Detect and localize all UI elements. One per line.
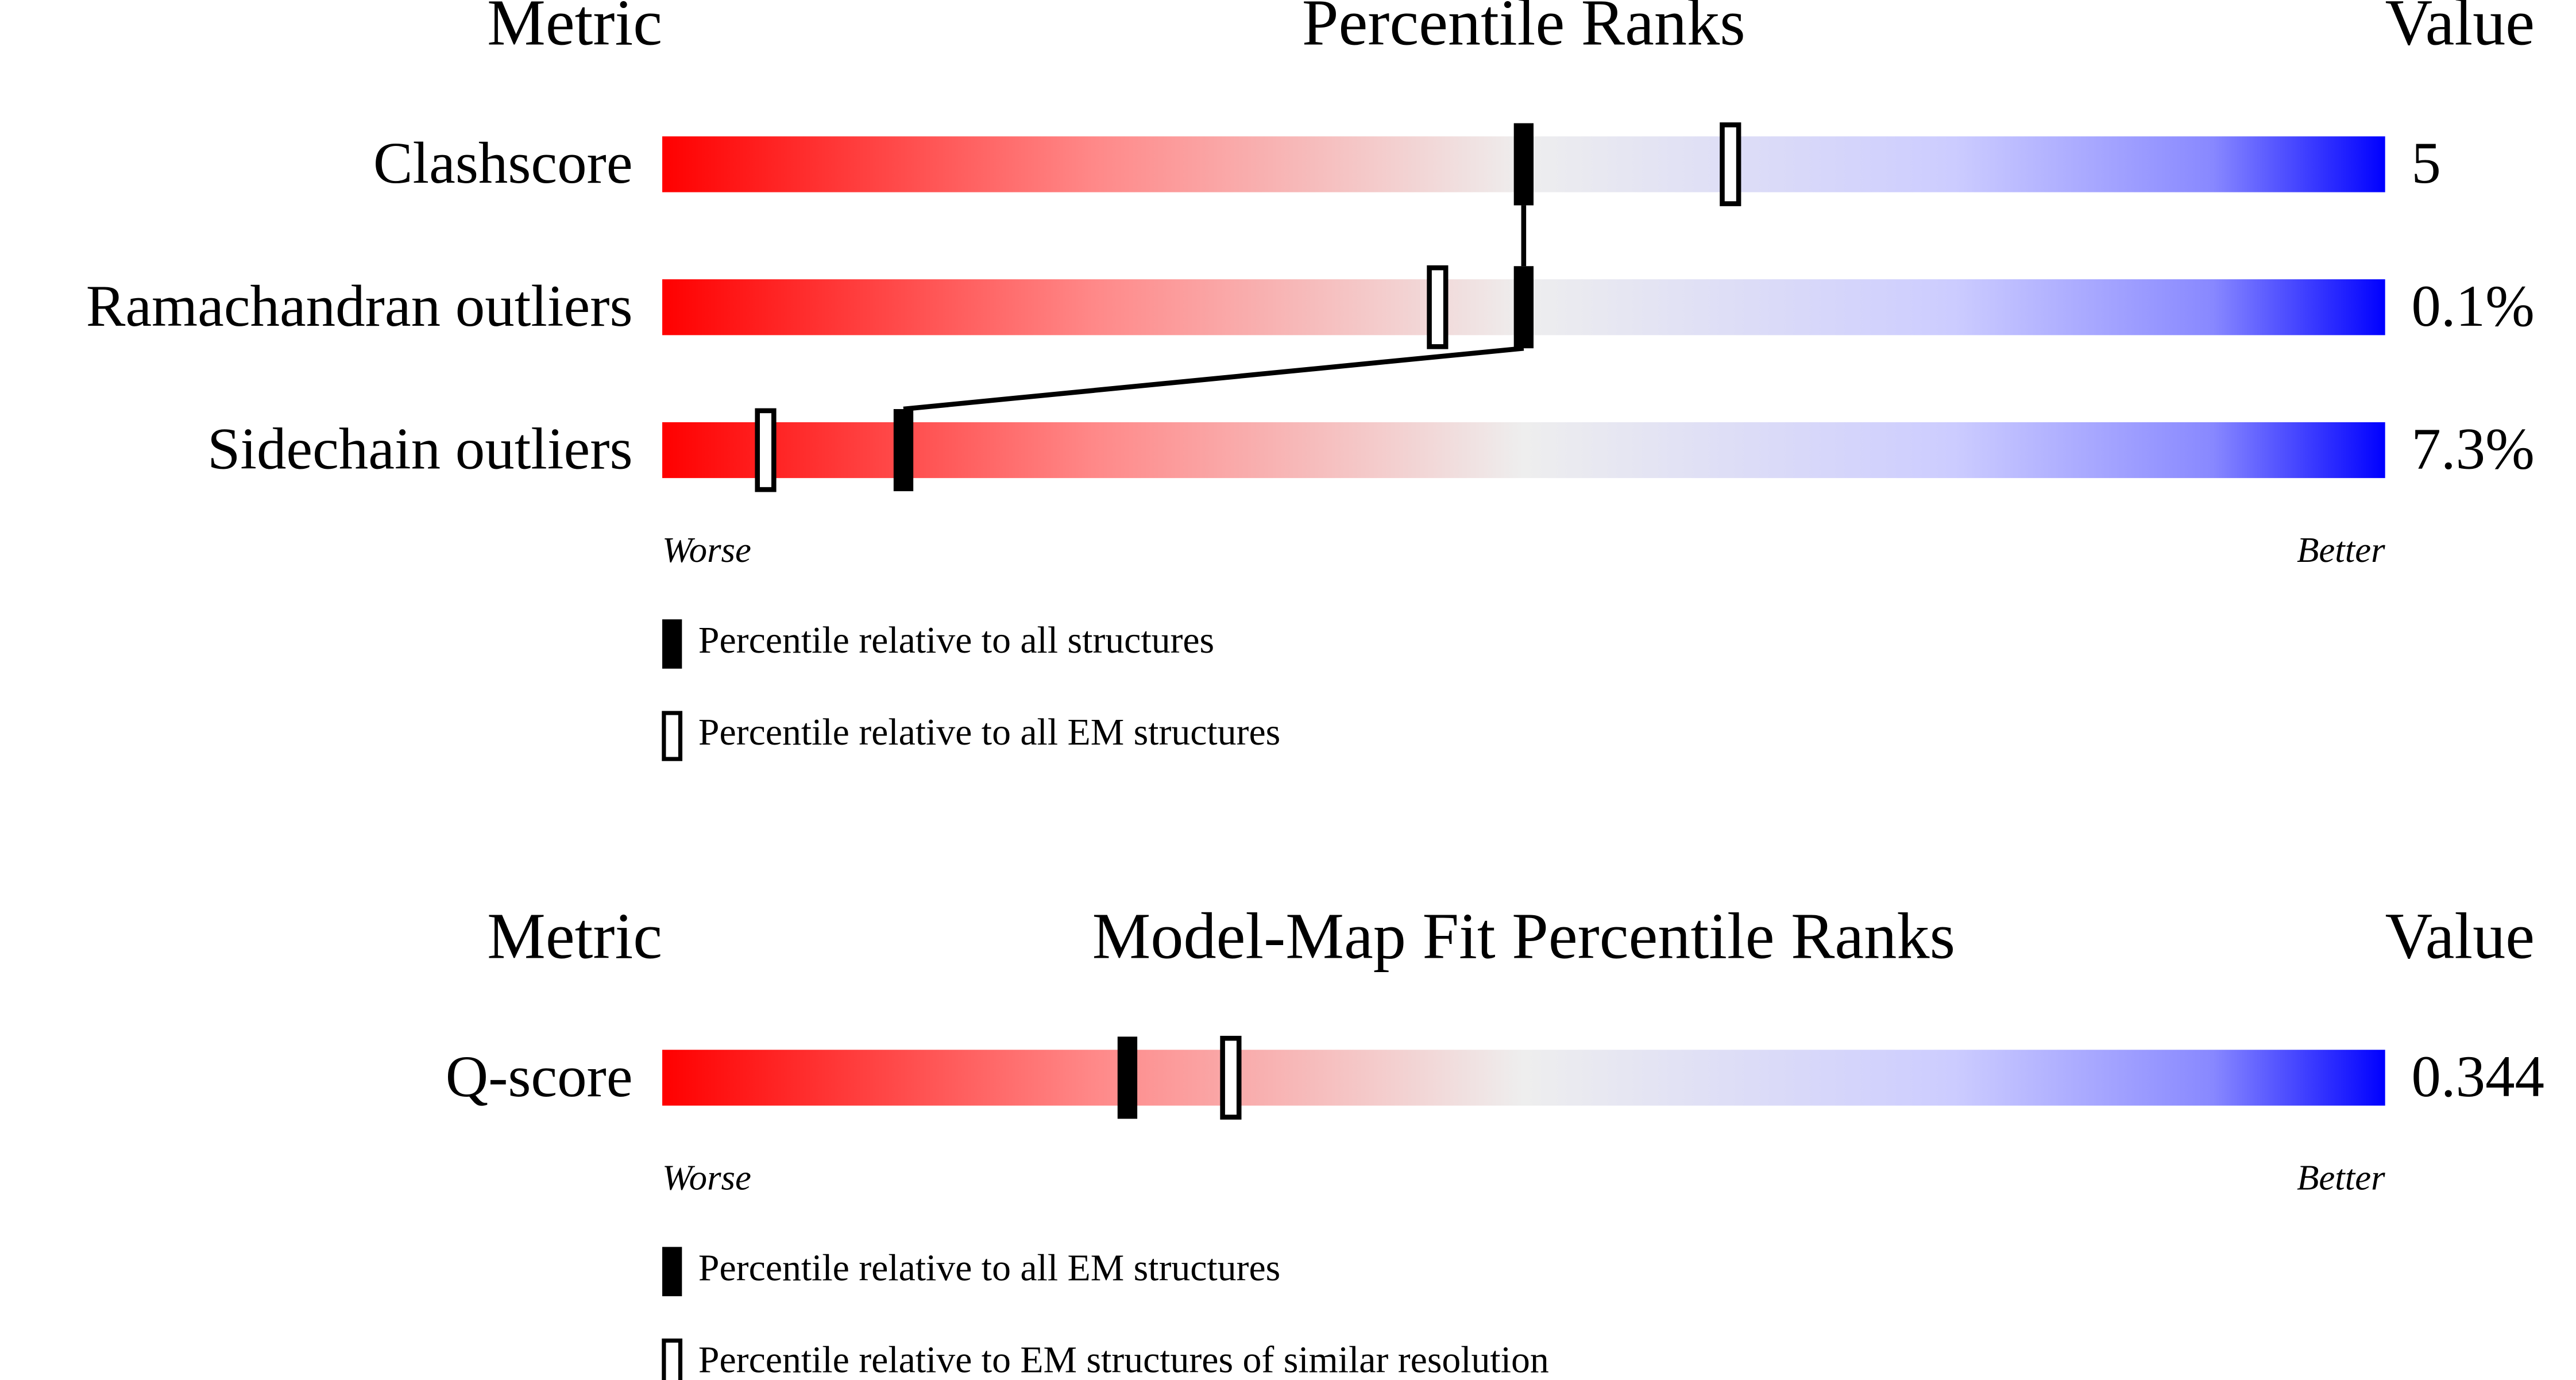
- metric-label: Sidechain outliers: [207, 417, 632, 482]
- percentile-marker: [1513, 266, 1534, 349]
- percentile-marker: [1513, 123, 1534, 206]
- value-header: Value: [2385, 0, 2535, 59]
- percentile-marker: [1427, 265, 1449, 349]
- legend-label: Percentile relative to all EM structures: [698, 1247, 1280, 1289]
- legend-label: Percentile relative to EM structures of …: [698, 1339, 1549, 1380]
- metric-label: Q-score: [446, 1044, 633, 1109]
- metric-value: 0.1%: [2411, 273, 2534, 339]
- chart-title: Model-Map Fit Percentile Ranks: [1092, 900, 1956, 973]
- metric-value: 7.3%: [2411, 417, 2534, 482]
- legend-icon: [662, 711, 683, 761]
- metric-value: 5: [2411, 130, 2440, 196]
- legend-icon: [662, 1247, 682, 1297]
- percentile-marker: [1720, 122, 1741, 206]
- metric-label: Clashscore: [373, 130, 633, 196]
- percentile-bar: [662, 1050, 2385, 1106]
- legend-label: Percentile relative to all structures: [698, 619, 1214, 661]
- legend-label: Percentile relative to all EM structures: [698, 711, 1280, 753]
- percentile-marker: [1117, 1036, 1138, 1119]
- legend-icon: [662, 619, 682, 669]
- percentile-marker: [755, 408, 777, 492]
- percentile-marker: [893, 409, 914, 491]
- chart-title: Percentile Ranks: [1302, 0, 1745, 59]
- connector-line: [903, 345, 1524, 412]
- value-header: Value: [2385, 900, 2535, 973]
- metric-header: Metric: [487, 900, 662, 973]
- legend-icon: [662, 1338, 683, 1380]
- metric-header: Metric: [487, 0, 662, 59]
- percentile-marker: [1220, 1035, 1242, 1120]
- percentile-bar: [662, 422, 2385, 479]
- axis-start-label: Worse: [662, 530, 751, 570]
- axis-start-label: Worse: [662, 1157, 751, 1197]
- axis-end-label: Better: [2297, 530, 2385, 570]
- axis-end-label: Better: [2297, 1157, 2385, 1197]
- metric-label: Ramachandran outliers: [86, 273, 633, 339]
- metric-value: 0.344: [2411, 1044, 2544, 1109]
